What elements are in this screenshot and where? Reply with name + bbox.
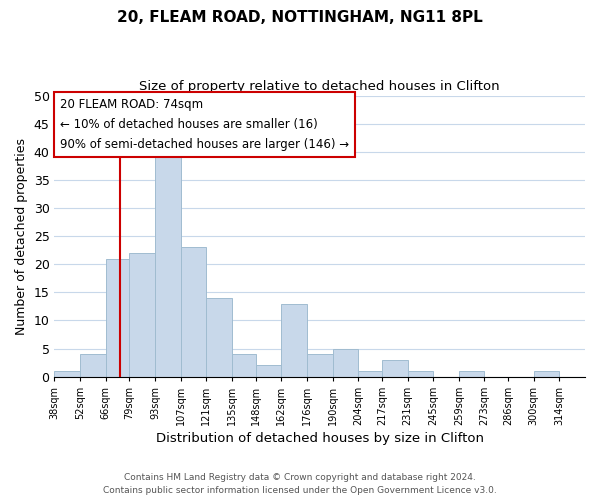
Bar <box>155 158 181 376</box>
X-axis label: Distribution of detached houses by size in Clifton: Distribution of detached houses by size … <box>156 432 484 445</box>
Bar <box>534 371 559 376</box>
Bar <box>256 366 281 376</box>
Bar <box>232 354 256 376</box>
Text: 20 FLEAM ROAD: 74sqm
← 10% of detached houses are smaller (16)
90% of semi-detac: 20 FLEAM ROAD: 74sqm ← 10% of detached h… <box>60 98 349 152</box>
Bar <box>206 298 232 376</box>
Bar <box>130 253 155 376</box>
Bar <box>407 371 433 376</box>
Bar <box>55 371 80 376</box>
Bar <box>332 348 358 376</box>
Y-axis label: Number of detached properties: Number of detached properties <box>15 138 28 334</box>
Bar <box>181 248 206 376</box>
Bar <box>106 258 130 376</box>
Bar <box>80 354 106 376</box>
Bar <box>459 371 484 376</box>
Text: 20, FLEAM ROAD, NOTTINGHAM, NG11 8PL: 20, FLEAM ROAD, NOTTINGHAM, NG11 8PL <box>117 10 483 25</box>
Bar <box>281 304 307 376</box>
Bar <box>382 360 407 376</box>
Text: Contains HM Land Registry data © Crown copyright and database right 2024.
Contai: Contains HM Land Registry data © Crown c… <box>103 473 497 495</box>
Title: Size of property relative to detached houses in Clifton: Size of property relative to detached ho… <box>139 80 500 93</box>
Bar <box>358 371 382 376</box>
Bar <box>307 354 332 376</box>
